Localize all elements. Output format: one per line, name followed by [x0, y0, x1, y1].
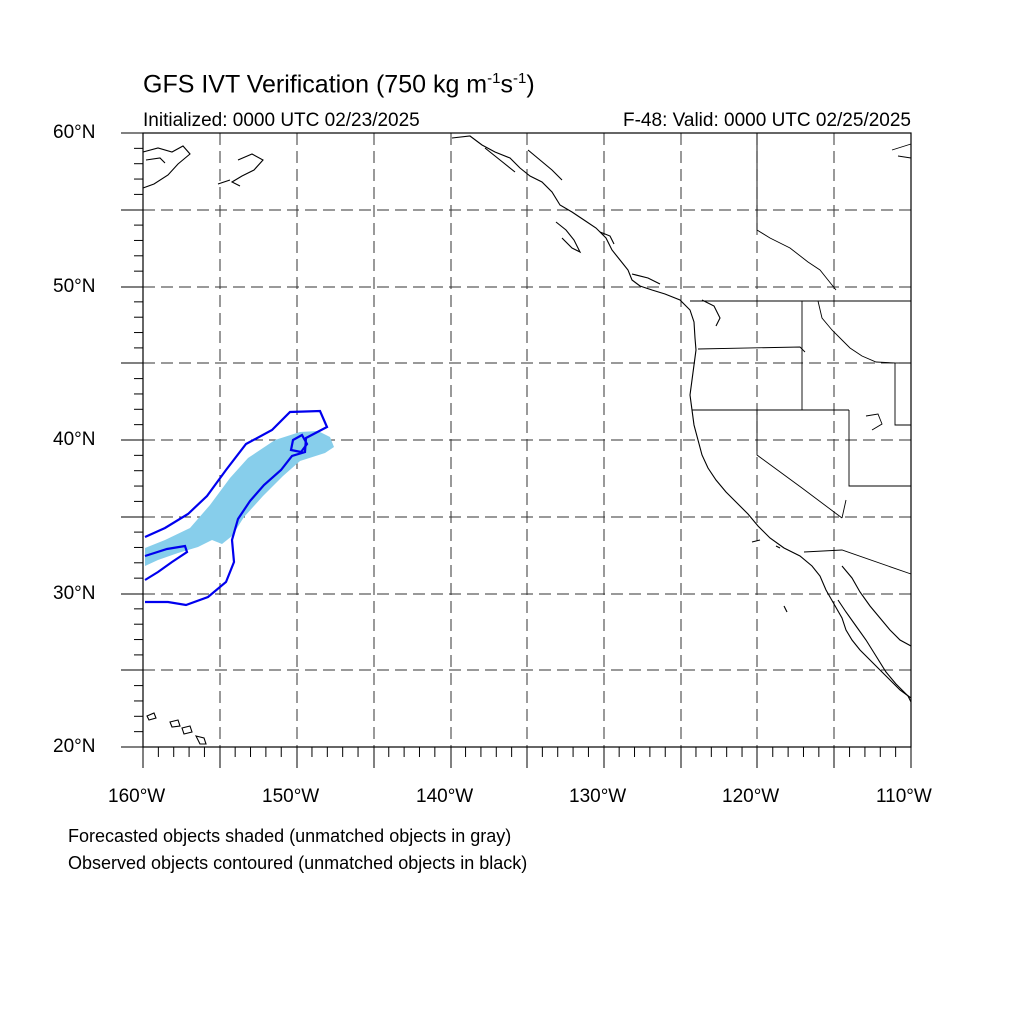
lat-label-60: 60°N: [53, 122, 96, 143]
lat-label-20: 20°N: [53, 736, 96, 757]
lon-label-110w: 110°W: [876, 786, 932, 807]
lon-label-130w: 130°W: [569, 786, 627, 807]
note-observed: Observed objects contoured (unmatched ob…: [68, 853, 528, 873]
forecast-object: [145, 431, 334, 566]
lat-label-30: 30°N: [53, 583, 96, 604]
valid-time-label: F-48: Valid: 0000 UTC 02/25/2025: [623, 110, 911, 131]
init-time-label: Initialized: 0000 UTC 02/23/2025: [143, 110, 420, 131]
lon-label-140w: 140°W: [416, 786, 474, 807]
lat-label-40: 40°N: [53, 429, 96, 450]
boundaries: [690, 133, 912, 575]
minor-ticks: [134, 147, 897, 757]
observed-object-contour: [144, 409, 329, 607]
note-forecast: Forecasted objects shaded (unmatched obj…: [68, 826, 512, 846]
grid-lines: [143, 133, 911, 747]
lon-label-160w: 160°W: [108, 786, 166, 807]
map-title: GFS IVT Verification (750 kg m-1s-1): [143, 70, 535, 99]
lon-label-120w: 120°W: [722, 786, 780, 807]
lon-label-150w: 150°W: [262, 786, 320, 807]
coastlines: [142, 135, 912, 745]
axis-ticks: [121, 132, 912, 768]
lat-label-50: 50°N: [53, 276, 96, 297]
